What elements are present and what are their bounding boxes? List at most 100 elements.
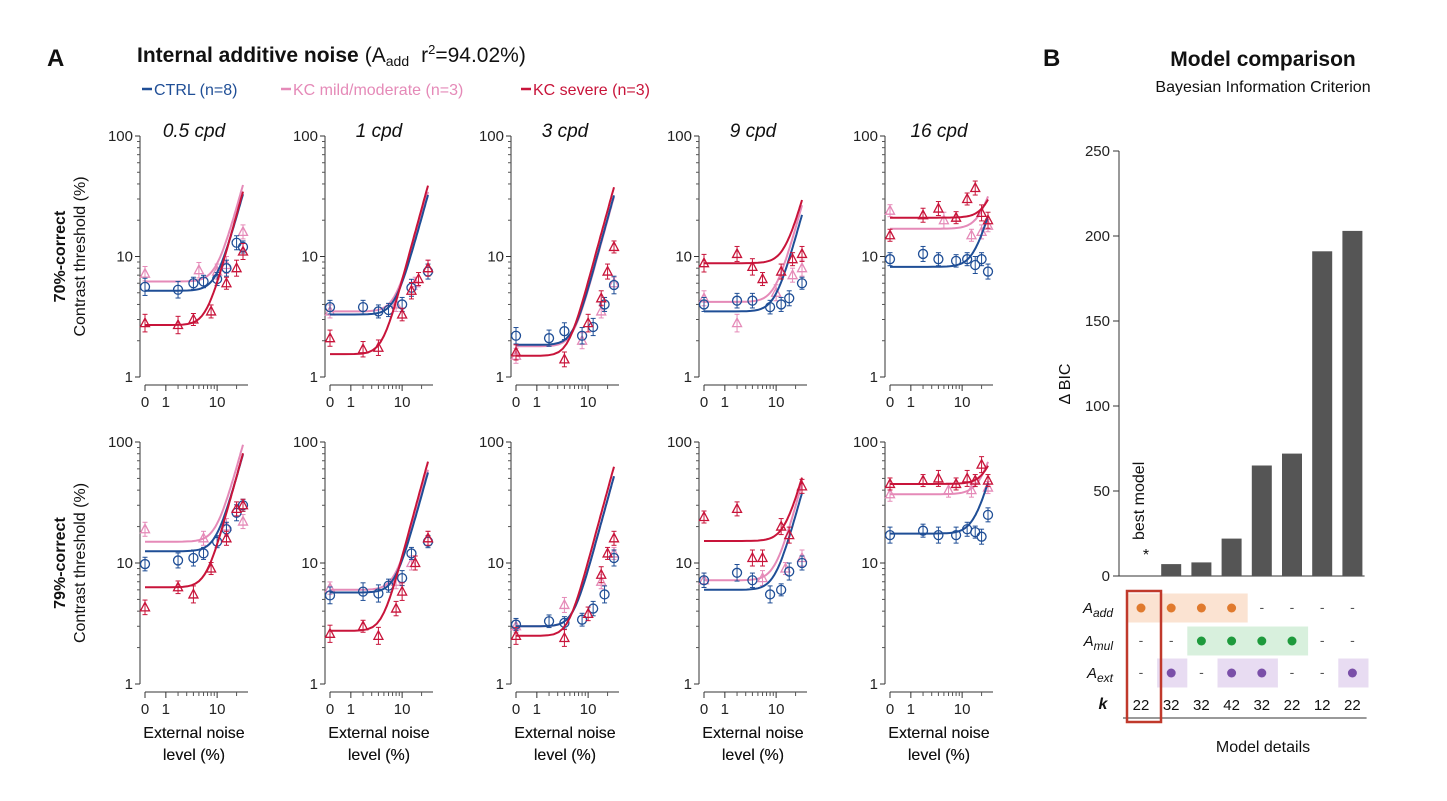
x-tick-label: 0 <box>512 394 520 411</box>
x-axis-label: External noise <box>143 725 244 742</box>
x-tick-label: 0 <box>886 701 894 718</box>
fit-line <box>516 467 614 636</box>
x-tick-label: 1 <box>162 394 170 411</box>
fit-line <box>516 476 614 626</box>
membership-dot <box>1348 669 1357 678</box>
x-tick-label: 0 <box>512 701 520 718</box>
y-tick-label: 100 <box>667 434 692 451</box>
y-tick-label: 1 <box>125 369 133 386</box>
param-symbol: A <box>1086 665 1097 682</box>
panel-a-title-sym: A <box>372 44 386 67</box>
membership-dash: - <box>1320 632 1325 648</box>
x-tick-label: 10 <box>768 394 785 411</box>
y-tick-label: 100 <box>853 128 878 145</box>
x-axis-label: External noise <box>702 725 803 742</box>
y-tick-label: 1 <box>125 676 133 693</box>
membership-dash: - <box>1199 664 1204 680</box>
membership-dot <box>1288 637 1297 646</box>
bic-y-tick-label: 200 <box>1085 228 1110 245</box>
y-tick-label: 1 <box>310 369 318 386</box>
y-tick-label: 10 <box>675 249 692 266</box>
bic-bar <box>1282 454 1302 576</box>
bic-y-tick-label: 50 <box>1093 483 1110 500</box>
y-tick-label: 10 <box>487 249 504 266</box>
param-label: Aext <box>1086 665 1114 685</box>
bic-y-tick-label: 100 <box>1085 398 1110 415</box>
x-tick-label: 1 <box>721 394 729 411</box>
y-tick-label: 10 <box>861 249 878 266</box>
row-label: 70%-correct <box>52 210 69 302</box>
membership-dot <box>1197 637 1206 646</box>
y-tick-label: 10 <box>301 249 318 266</box>
x-axis-label: level (%) <box>534 747 596 764</box>
bic-bar <box>1342 231 1362 576</box>
fit-line <box>516 197 614 346</box>
y-tick-label: 100 <box>293 434 318 451</box>
k-value: 12 <box>1314 697 1331 714</box>
legend-label: CTRL (n=8) <box>154 82 237 99</box>
panel-a-title-sym-sub: add <box>386 53 409 69</box>
subplot: 1101000 1 10External noiselevel (%) <box>293 434 433 764</box>
fit-line <box>145 445 243 542</box>
legend-label: KC severe (n=3) <box>533 82 650 99</box>
y-tick-label: 1 <box>684 676 692 693</box>
bic-y-tick-label: 250 <box>1085 143 1110 160</box>
subplot: 1101000 1 10External noiselevel (%) <box>853 434 993 764</box>
x-tick-label: 10 <box>768 701 785 718</box>
y-tick-label: 1 <box>870 676 878 693</box>
x-tick-label: 10 <box>580 701 597 718</box>
k-value: 32 <box>1253 697 1270 714</box>
x-tick-label: 1 <box>907 394 915 411</box>
y-tick-label: 100 <box>479 128 504 145</box>
y-tick-label: 10 <box>861 555 878 572</box>
membership-dot <box>1167 604 1176 613</box>
bic-y-tick-label: 0 <box>1102 568 1110 585</box>
y-tick-label: 100 <box>108 434 133 451</box>
x-tick-label: 1 <box>162 701 170 718</box>
y-tick-label: 100 <box>108 128 133 145</box>
y-tick-label: 100 <box>667 128 692 145</box>
x-axis-label: level (%) <box>908 747 970 764</box>
panel-a-title-r-val: =94.02%) <box>435 44 525 67</box>
x-tick-label: 0 <box>326 701 334 718</box>
x-tick-label: 10 <box>209 701 226 718</box>
panel-a-letter: A <box>47 45 64 72</box>
x-tick-label: 0 <box>700 394 708 411</box>
y-tick-label: 10 <box>116 555 133 572</box>
fit-line <box>516 187 614 355</box>
panel-b-letter: B <box>1043 45 1060 72</box>
panel-a-title: Internal additive noise (Aadd r2=94.02%) <box>137 42 526 69</box>
membership-dot <box>1137 604 1146 613</box>
x-axis-label: External noise <box>328 725 429 742</box>
k-value: 32 <box>1163 697 1180 714</box>
frequency-label: 9 cpd <box>730 121 778 142</box>
membership-dash: - <box>1139 664 1144 680</box>
membership-dash: - <box>1290 599 1295 615</box>
membership-dash: - <box>1169 632 1174 648</box>
fit-line <box>516 476 614 626</box>
membership-dot <box>1227 669 1236 678</box>
panel-b-xlabel: Model details <box>1216 739 1310 756</box>
membership-dash: - <box>1290 664 1295 680</box>
y-tick-label: 100 <box>853 434 878 451</box>
y-tick-label: 1 <box>310 676 318 693</box>
membership-dash: - <box>1320 599 1325 615</box>
x-tick-label: 10 <box>580 394 597 411</box>
panel-a-title-paren: ( <box>365 44 372 67</box>
membership-dot <box>1257 669 1266 678</box>
y-axis-label: Contrast threshold (%) <box>72 176 89 336</box>
k-value: 42 <box>1223 697 1240 714</box>
frequency-label: 1 cpd <box>356 121 404 142</box>
fit-line <box>330 462 428 631</box>
x-axis-label: level (%) <box>348 747 410 764</box>
legend-label: KC mild/moderate (n=3) <box>293 82 463 99</box>
y-axis-label: Contrast threshold (%) <box>72 483 89 643</box>
best-model-label: best model <box>1131 462 1148 540</box>
x-tick-label: 1 <box>533 394 541 411</box>
x-axis-label: level (%) <box>163 747 225 764</box>
k-value: 32 <box>1193 697 1210 714</box>
best-model-star: * <box>1143 547 1149 564</box>
frequency-label: 3 cpd <box>542 121 590 142</box>
membership-dash: - <box>1320 664 1325 680</box>
